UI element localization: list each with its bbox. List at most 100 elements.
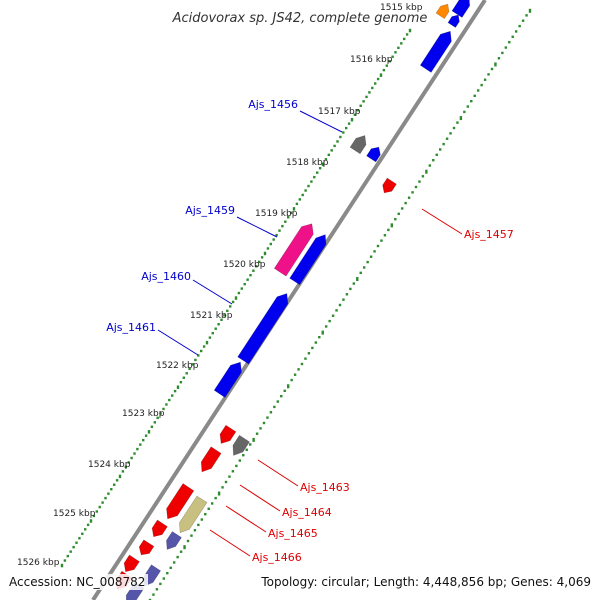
track-dot xyxy=(269,411,273,414)
scale-dot xyxy=(263,251,267,256)
scale-dot xyxy=(362,100,365,103)
scale-dot xyxy=(281,224,284,228)
gene-arrow xyxy=(200,446,222,473)
track-dot xyxy=(290,378,293,382)
tick-label: 1517 kbp xyxy=(318,107,361,117)
scale-dot xyxy=(347,122,351,125)
track-dot xyxy=(304,357,307,360)
genome-title: Acidovorax sp. JS42, complete genome xyxy=(172,11,428,26)
track-dot xyxy=(466,105,470,108)
leader-line xyxy=(257,459,299,487)
leader-line xyxy=(209,529,251,557)
track-dot xyxy=(470,99,473,103)
scale-dot xyxy=(234,296,238,300)
track-dot xyxy=(397,212,400,216)
scale-dot xyxy=(260,256,264,259)
track-dot xyxy=(383,234,387,237)
scale-dot xyxy=(275,233,278,237)
scale-dot xyxy=(327,153,330,157)
scale-dot xyxy=(333,144,336,148)
scale-track xyxy=(60,28,412,568)
track-dot xyxy=(262,421,266,425)
track-dot xyxy=(497,57,501,60)
gene-arrow xyxy=(237,293,289,365)
track-dot xyxy=(338,303,342,307)
track-dot xyxy=(217,491,221,496)
scale-dot xyxy=(214,327,217,330)
track-dot xyxy=(345,293,349,296)
tick-label: 1518 kbp xyxy=(286,158,329,168)
gene-arrow xyxy=(366,146,381,163)
scale-dot xyxy=(249,274,252,277)
scale-dot xyxy=(84,528,87,531)
scale-dot xyxy=(258,260,261,264)
scale-dot xyxy=(113,483,116,486)
track-dot xyxy=(245,448,248,452)
scale-dot xyxy=(176,385,180,389)
track-dot xyxy=(321,330,324,335)
gene-label-leaders xyxy=(157,110,463,557)
gene-label-ajs-1464[interactable]: Ajs_1464 xyxy=(282,506,332,519)
track-dot xyxy=(280,394,283,398)
tick-label: 1523 kbp xyxy=(122,409,165,419)
scale-dot xyxy=(304,189,307,192)
gene-label-ajs-1456[interactable]: Ajs_1456 xyxy=(248,98,298,111)
tick-label: 1521 kbp xyxy=(190,311,233,321)
scale-dot xyxy=(182,376,185,379)
tick-labels: 1515 kbp 1516 kbp 1517 kbp 1518 kbp 1519… xyxy=(17,3,423,568)
track-dot xyxy=(190,534,193,537)
track-dot xyxy=(400,207,404,210)
scale-dot xyxy=(144,434,148,437)
track-dot xyxy=(528,8,532,13)
gene-labels: Ajs_1456 Ajs_1459 Ajs_1460 Ajs_1461 Ajs_… xyxy=(106,98,514,564)
track-dot xyxy=(169,566,172,570)
track-dot xyxy=(228,475,231,478)
scale-dot xyxy=(78,537,81,540)
track-dot xyxy=(297,368,300,371)
scale-dot xyxy=(266,247,270,250)
scale-dot xyxy=(345,126,348,130)
gene-label-ajs-1466[interactable]: Ajs_1466 xyxy=(252,551,302,564)
gene-label-ajs-1461[interactable]: Ajs_1461 xyxy=(106,321,156,334)
genome-backbone xyxy=(91,0,487,600)
gene-arrow xyxy=(138,539,155,556)
track-dot xyxy=(259,427,262,430)
gene-arrow xyxy=(232,434,250,456)
scale-dot xyxy=(118,474,122,479)
scale-dot xyxy=(217,323,220,326)
scale-dot xyxy=(127,461,130,464)
gene-arrow xyxy=(213,361,242,398)
scale-dot xyxy=(231,300,235,304)
gene-label-ajs-1459[interactable]: Ajs_1459 xyxy=(185,204,235,217)
gene-label-ajs-1465[interactable]: Ajs_1465 xyxy=(268,527,318,540)
tick-label: 1525 kbp xyxy=(53,509,96,519)
track-dot xyxy=(349,287,352,291)
gene-arrow xyxy=(349,135,367,155)
scale-dot xyxy=(162,407,165,411)
track-dot xyxy=(483,78,487,81)
scale-dot xyxy=(388,60,391,63)
scale-dot xyxy=(330,149,333,152)
gene-label-ajs-1460[interactable]: Ajs_1460 xyxy=(141,270,191,283)
track-dot xyxy=(331,314,335,317)
track-dot xyxy=(293,373,297,376)
scale-dot xyxy=(202,345,206,348)
track-dot xyxy=(183,545,186,550)
gene-arrow xyxy=(166,483,195,520)
track-dot xyxy=(155,588,159,591)
track-dot xyxy=(359,271,362,275)
leader-line xyxy=(239,484,281,512)
gene-label-ajs-1457[interactable]: Ajs_1457 xyxy=(464,228,514,241)
scale-dot xyxy=(269,242,272,246)
track-dot xyxy=(521,19,525,22)
track-dot xyxy=(373,250,376,253)
scale-dot xyxy=(229,305,232,308)
track-dot xyxy=(204,512,207,516)
scale-dot xyxy=(95,510,98,513)
track-dot xyxy=(193,529,197,532)
gene-label-ajs-1463[interactable]: Ajs_1463 xyxy=(300,481,350,494)
track-dot xyxy=(328,319,331,323)
track-dot xyxy=(283,389,286,393)
tick-label: 1515 kbp xyxy=(380,3,423,13)
